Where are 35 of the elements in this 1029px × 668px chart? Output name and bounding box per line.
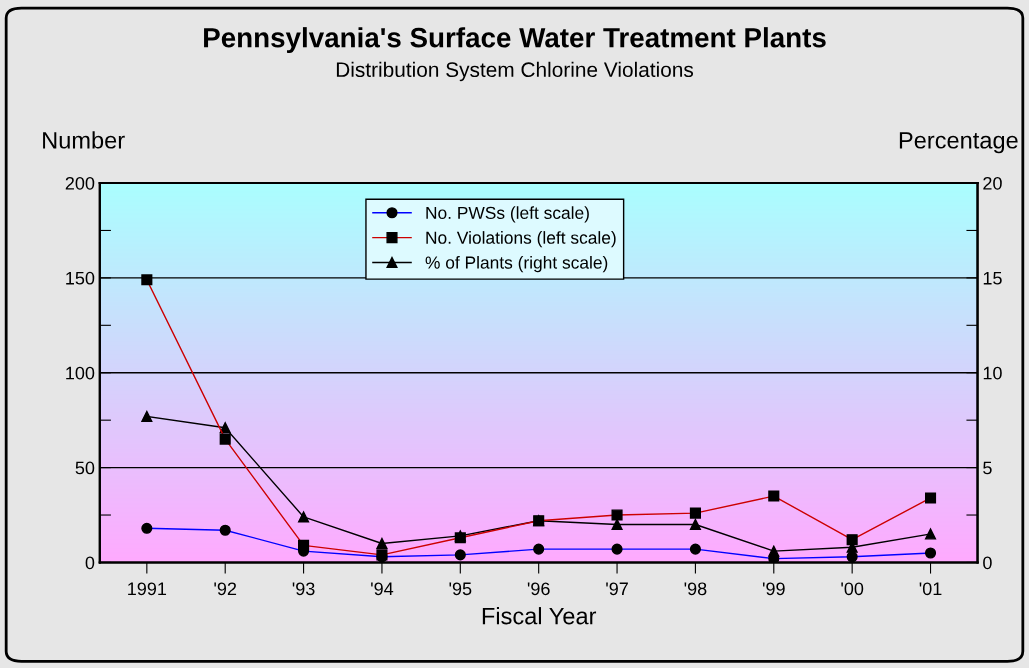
y-tick-label: 200 <box>65 176 95 190</box>
y-tick-label: 0 <box>85 556 95 570</box>
x-tick-label: '92 <box>214 582 237 596</box>
y-tick-label: 100 <box>66 366 95 380</box>
y2-tick-label: 20 <box>983 176 1002 190</box>
chart-title: Pennsylvania's Surface Water Treatment Plants <box>204 27 826 54</box>
legend-label: No. PWSs (left scale) <box>426 206 589 223</box>
x-tick-label: 1991 <box>128 582 167 596</box>
x-tick-label: '95 <box>449 582 472 596</box>
x-tick-label: '98 <box>684 582 707 596</box>
x-tick-label: '01 <box>919 582 942 596</box>
legend-label: No. Violations (left scale) <box>426 231 616 248</box>
y-tick-label: 50 <box>75 461 95 475</box>
point <box>219 422 231 434</box>
x-tick-label: '99 <box>762 582 785 596</box>
y-tick-label: 150 <box>66 271 95 285</box>
point <box>689 518 701 531</box>
point <box>141 410 153 422</box>
y2-tick-label: 15 <box>983 272 1002 285</box>
x-tick-label: '94 <box>371 582 394 596</box>
point <box>298 511 310 523</box>
y-axis-title: Number <box>43 131 125 149</box>
x-tick-label: '97 <box>606 582 628 596</box>
y2-tick-label: 10 <box>983 366 1002 380</box>
point <box>924 528 937 540</box>
legend-label: % of Plants (right scale) <box>425 255 608 273</box>
point <box>376 537 388 550</box>
x-tick-label: '00 <box>841 582 864 596</box>
y2-axis-title: Percentage <box>899 132 1018 154</box>
y2-tick-label: 5 <box>983 461 992 475</box>
x-axis-title: Fiscal Year <box>482 607 597 625</box>
x-tick-label: '93 <box>292 582 315 596</box>
chart-subtitle: Distribution System Chlorine Violations <box>336 61 694 82</box>
x-tick-label: '96 <box>527 582 550 596</box>
y2-tick-label: 0 <box>983 556 992 570</box>
